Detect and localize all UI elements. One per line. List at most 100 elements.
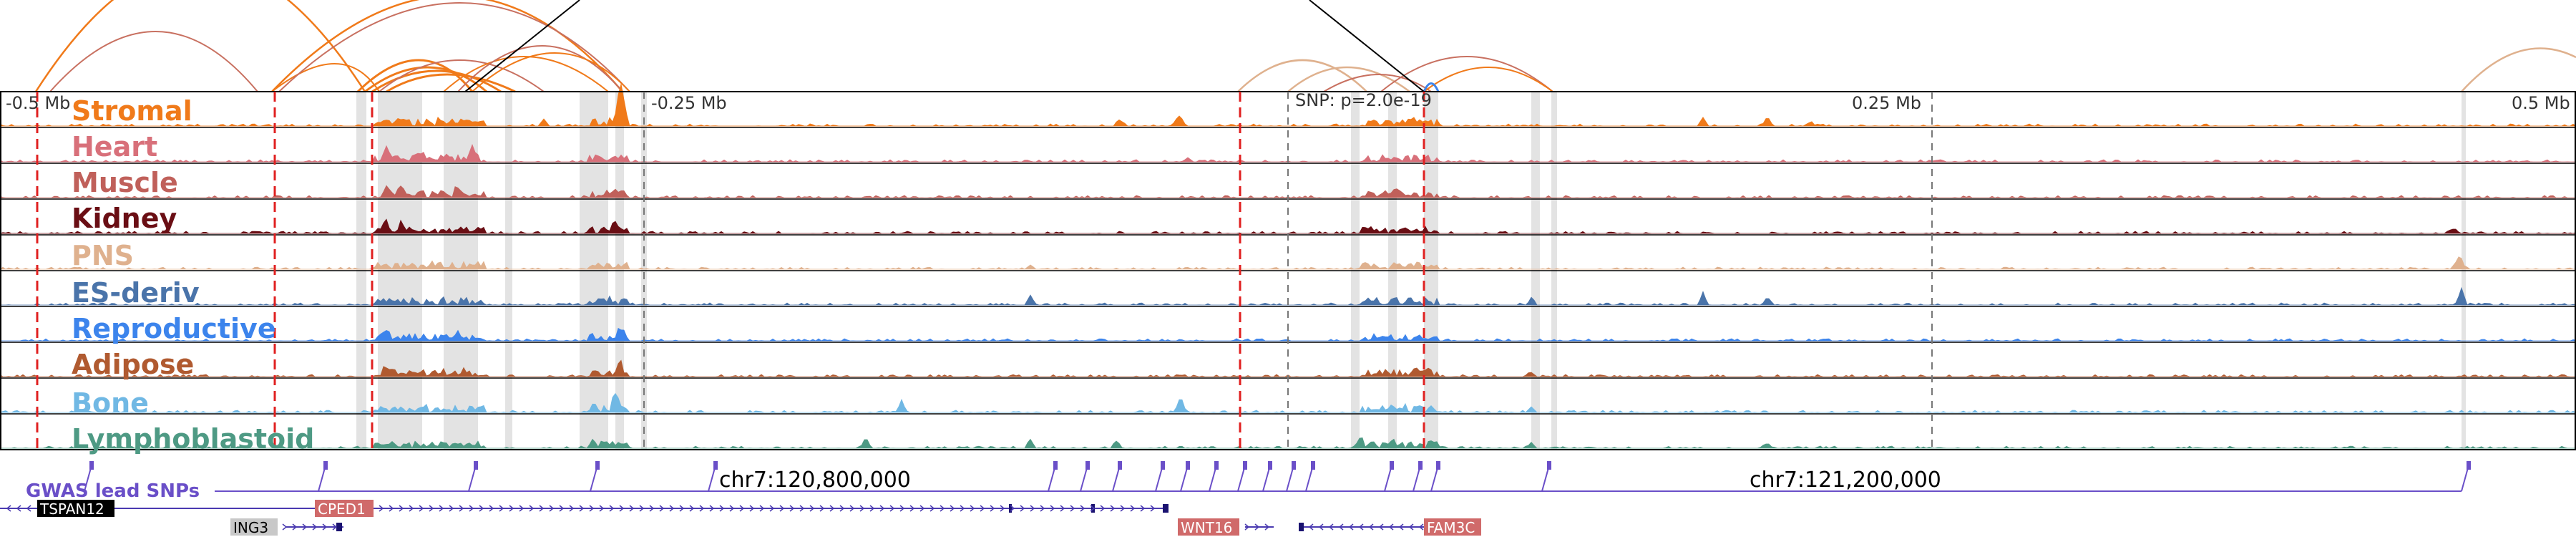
gene-name-ing3: ING3	[233, 519, 268, 536]
signal-pns	[0, 256, 2576, 270]
gwas-snp-marker	[1268, 461, 1272, 470]
track-label-pns: PNS	[72, 240, 134, 271]
gene-track: TSPAN12 CPED1 ING3 WNT16 FAM3C	[0, 500, 1481, 536]
strand-chevron	[839, 505, 845, 512]
strand-chevron	[599, 505, 605, 512]
strand-chevron	[1150, 505, 1156, 512]
strand-chevron	[940, 505, 945, 512]
coordinate-label: chr7:121,200,000	[1750, 468, 1941, 493]
gwas-snp-marker	[2467, 461, 2471, 470]
gwas-snp-marker	[89, 461, 94, 470]
strand-chevron	[729, 505, 735, 512]
strand-chevron	[302, 523, 308, 531]
strand-chevron	[1040, 505, 1045, 512]
strand-chevron	[469, 505, 474, 512]
loop-arc	[278, 2, 630, 92]
gene-name-tspan12: TSPAN12	[39, 500, 104, 518]
strand-chevron	[589, 505, 595, 512]
strand-chevron	[749, 505, 755, 512]
marker-lines	[36, 92, 1933, 450]
strand-chevron	[1060, 505, 1065, 512]
gwas-snp-marker	[1547, 461, 1551, 470]
strand-chevron	[1080, 505, 1085, 512]
strand-chevron	[859, 505, 865, 512]
strand-chevron	[970, 505, 975, 512]
strand-chevron	[419, 505, 424, 512]
gwas-snp-marker	[1436, 461, 1440, 470]
strand-chevron	[1388, 523, 1394, 531]
exon-block	[336, 523, 342, 531]
gwas-snp-marker	[1390, 461, 1394, 470]
gwas-snp-marker	[1311, 461, 1315, 470]
gwas-snp-marker	[474, 461, 478, 470]
gene-box-ing3	[230, 518, 278, 536]
strand-chevron	[919, 505, 925, 512]
loop-arc	[1323, 74, 1432, 92]
strand-chevron	[739, 505, 745, 512]
loop-arc	[364, 66, 487, 93]
strand-chevron	[529, 505, 535, 512]
loop-arc	[356, 59, 474, 93]
loop-arc	[2461, 47, 2576, 92]
loop-arc	[371, 69, 502, 93]
strand-chevron	[679, 505, 685, 512]
strand-chevron	[1338, 523, 1344, 531]
strand-chevron	[332, 523, 338, 531]
strand-chevron	[1120, 505, 1126, 512]
strand-chevron	[1398, 523, 1404, 531]
axis-label: -0.5 Mb	[6, 93, 70, 113]
strand-chevron	[980, 505, 985, 512]
axis-labels: -0.5 Mb -0.25 Mb SNP: p=2.0e-19 0.25 Mb …	[6, 90, 2570, 113]
strand-chevron	[429, 505, 434, 512]
track-label-reproductive: Reproductive	[72, 313, 276, 344]
gene-box-wnt16	[1178, 518, 1239, 536]
strand-chevron	[499, 505, 504, 512]
track-label-kidney: Kidney	[72, 203, 177, 234]
gwas-snp-marker	[323, 461, 328, 470]
track-label-adipose: Adipose	[72, 349, 194, 380]
strand-chevron	[1030, 505, 1035, 512]
snp-label: SNP: p=2.0e-19	[1295, 90, 1432, 110]
strand-chevron	[1328, 523, 1334, 531]
strand-chevron	[960, 505, 965, 512]
strand-chevron	[1348, 523, 1354, 531]
strand-chevron	[809, 505, 815, 512]
strand-chevron	[449, 505, 454, 512]
exon-block	[1299, 523, 1304, 531]
coordinate-label: chr7:120,800,000	[719, 468, 911, 493]
gene-name-wnt16: WNT16	[1181, 519, 1232, 536]
strand-chevron	[849, 505, 855, 512]
strand-chevron	[399, 505, 404, 512]
strand-chevron	[459, 505, 464, 512]
gwas-snp-marker	[1085, 461, 1090, 470]
strand-chevron	[1140, 505, 1146, 512]
strand-chevron	[1020, 505, 1025, 512]
strand-chevron	[689, 505, 695, 512]
strand-chevron	[669, 505, 675, 512]
loop-arc	[1423, 67, 1553, 92]
strand-chevron	[26, 505, 31, 512]
strand-chevron	[1358, 523, 1364, 531]
loop-arc	[472, 52, 630, 92]
gene-box-cped1	[315, 500, 374, 517]
gwas-snp-marker	[713, 461, 718, 470]
strand-chevron	[312, 523, 318, 531]
track-label-heart: Heart	[72, 131, 157, 163]
strand-chevron	[1264, 523, 1270, 531]
zoom-connector-line	[1309, 0, 1425, 92]
strand-chevron	[479, 505, 484, 512]
strand-chevron	[829, 505, 835, 512]
strand-chevron	[579, 505, 585, 512]
gwas-snp-marker	[1118, 461, 1122, 470]
strand-chevron	[779, 505, 785, 512]
gwas-snp-marker	[595, 461, 600, 470]
track-label-stromal: Stromal	[72, 95, 192, 127]
strand-chevron	[282, 523, 288, 531]
signal-kidney	[0, 218, 2576, 234]
loop-arc	[271, 0, 623, 92]
strand-chevron	[549, 505, 555, 512]
track-label-muscle: Muscle	[72, 167, 178, 198]
strand-chevron	[1308, 523, 1314, 531]
loop-arc	[457, 45, 623, 92]
